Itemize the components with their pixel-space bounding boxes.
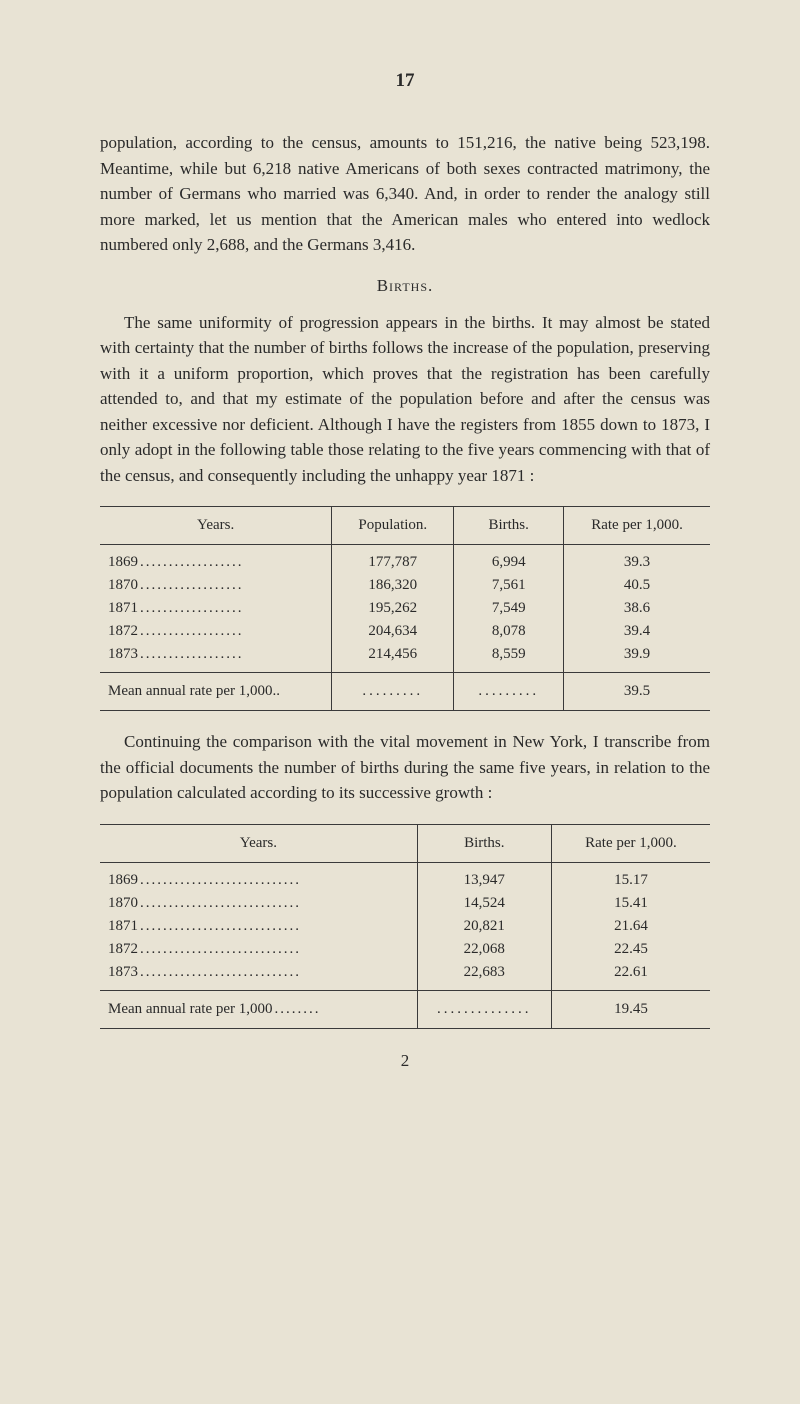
table-row: 1871.................. 195,262 7,549 38.… bbox=[100, 597, 710, 620]
mean-value: 19.45 bbox=[551, 990, 710, 1028]
cell-year: 1871.................. bbox=[100, 597, 332, 620]
cell-births: 20,821 bbox=[417, 915, 551, 938]
cell-population: 177,787 bbox=[332, 551, 454, 574]
mean-empty: ......... bbox=[332, 673, 454, 711]
cell-rate: 15.17 bbox=[551, 869, 710, 892]
paragraph-1: population, according to the census, amo… bbox=[100, 130, 710, 258]
table-row: 1873............................ 22,683 … bbox=[100, 961, 710, 984]
header-rate: Rate per 1,000. bbox=[551, 824, 710, 862]
mean-label: Mean annual rate per 1,000........ bbox=[100, 990, 417, 1028]
cell-year: 1873.................. bbox=[100, 643, 332, 666]
mean-row: Mean annual rate per 1,000........ .....… bbox=[100, 990, 710, 1028]
section-header-births: Births. bbox=[100, 276, 710, 296]
cell-rate: 39.3 bbox=[564, 551, 710, 574]
cell-year: 1873............................ bbox=[100, 961, 417, 984]
mean-value: 39.5 bbox=[564, 673, 710, 711]
header-years: Years. bbox=[100, 824, 417, 862]
cell-births: 7,549 bbox=[454, 597, 564, 620]
cell-year: 1871............................ bbox=[100, 915, 417, 938]
mean-label: Mean annual rate per 1,000.. bbox=[100, 673, 332, 711]
table-row: 1869............................ 13,947 … bbox=[100, 869, 710, 892]
cell-rate: 15.41 bbox=[551, 892, 710, 915]
cell-births: 13,947 bbox=[417, 869, 551, 892]
births-table-1: Years. Population. Births. Rate per 1,00… bbox=[100, 506, 710, 711]
cell-year: 1869............................ bbox=[100, 869, 417, 892]
cell-year: 1869.................. bbox=[100, 551, 332, 574]
cell-rate: 22.45 bbox=[551, 938, 710, 961]
paragraph-3: Continuing the comparison with the vital… bbox=[100, 729, 710, 806]
cell-rate: 21.64 bbox=[551, 915, 710, 938]
mean-empty: .............. bbox=[417, 990, 551, 1028]
cell-births: 22,068 bbox=[417, 938, 551, 961]
table-row: 1869.................. 177,787 6,994 39.… bbox=[100, 551, 710, 574]
table-header-row: Years. Population. Births. Rate per 1,00… bbox=[100, 507, 710, 545]
cell-year: 1870............................ bbox=[100, 892, 417, 915]
cell-population: 214,456 bbox=[332, 643, 454, 666]
table-row: 1871............................ 20,821 … bbox=[100, 915, 710, 938]
mean-empty: ......... bbox=[454, 673, 564, 711]
table-header-row: Years. Births. Rate per 1,000. bbox=[100, 824, 710, 862]
cell-population: 204,634 bbox=[332, 620, 454, 643]
mean-row: Mean annual rate per 1,000.. ......... .… bbox=[100, 673, 710, 711]
cell-births: 7,561 bbox=[454, 574, 564, 597]
header-population: Population. bbox=[332, 507, 454, 545]
table-row: 1870.................. 186,320 7,561 40.… bbox=[100, 574, 710, 597]
cell-births: 14,524 bbox=[417, 892, 551, 915]
births-table-2: Years. Births. Rate per 1,000. 1869.....… bbox=[100, 824, 710, 1029]
cell-rate: 40.5 bbox=[564, 574, 710, 597]
cell-births: 8,559 bbox=[454, 643, 564, 666]
page-number: 17 bbox=[100, 70, 710, 92]
cell-rate: 22.61 bbox=[551, 961, 710, 984]
paragraph-2: The same uniformity of progression appea… bbox=[100, 310, 710, 489]
header-years: Years. bbox=[100, 507, 332, 545]
cell-births: 8,078 bbox=[454, 620, 564, 643]
footer-page-signature: 2 bbox=[100, 1051, 710, 1071]
header-rate: Rate per 1,000. bbox=[564, 507, 710, 545]
cell-population: 186,320 bbox=[332, 574, 454, 597]
cell-births: 22,683 bbox=[417, 961, 551, 984]
header-births: Births. bbox=[454, 507, 564, 545]
table-row: 1873.................. 214,456 8,559 39.… bbox=[100, 643, 710, 666]
cell-year: 1872.................. bbox=[100, 620, 332, 643]
cell-year: 1870.................. bbox=[100, 574, 332, 597]
table-row: 1872.................. 204,634 8,078 39.… bbox=[100, 620, 710, 643]
table-row: 1872............................ 22,068 … bbox=[100, 938, 710, 961]
cell-population: 195,262 bbox=[332, 597, 454, 620]
cell-births: 6,994 bbox=[454, 551, 564, 574]
cell-rate: 38.6 bbox=[564, 597, 710, 620]
cell-rate: 39.4 bbox=[564, 620, 710, 643]
cell-year: 1872............................ bbox=[100, 938, 417, 961]
table-row: 1870............................ 14,524 … bbox=[100, 892, 710, 915]
header-births: Births. bbox=[417, 824, 551, 862]
cell-rate: 39.9 bbox=[564, 643, 710, 666]
